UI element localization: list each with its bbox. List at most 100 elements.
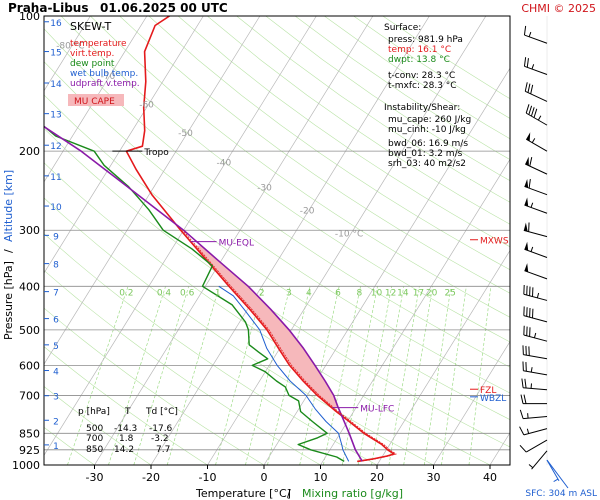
temperature-tick-label: 30 [427,471,441,484]
isotherm-label: -30 [257,184,272,194]
temperature-tick-label: 10 [314,471,328,484]
altitude-tick-label: 3 [53,393,59,403]
dry-adiabat [90,16,510,318]
table-cell: 850 [86,445,103,455]
temperature-tick-label: 40 [483,471,497,484]
wind-barb-half-feather [537,115,542,121]
wind-barb-staff [523,416,548,420]
wind-barb-feather [533,108,538,118]
wind-barb-staff [523,315,548,323]
wind-barb-staff [525,90,548,102]
mixing-ratio-label: 25 [444,288,455,298]
instability-title: Instability/Shear: [384,103,460,113]
wind-barb-feather [519,409,524,419]
mu-cinh-value: mu_cinh: -10 J/kg [388,125,466,135]
mu-cape-value: mu_cape: 260 J/kg [388,115,471,125]
mixing-ratio-label: 0.4 [157,288,172,298]
wind-barb-staff [524,65,548,75]
wind-barb-half-feather [530,246,534,252]
wind-barb-feather [528,105,533,115]
isotherm-label: -40 [216,158,231,168]
legend-temperature: temperature [70,39,127,49]
surface-t-conv: t-conv: 28.3 °C [388,71,455,81]
x-axis-separator: / [287,487,291,500]
wind-barb-feather [530,107,535,117]
pressure-tick-label: 400 [19,280,40,293]
table-cell: -17.6 [149,424,173,434]
wind-barb-staff [523,387,548,391]
mixing-ratio-line [441,286,467,465]
dry-adiabat [177,16,510,248]
y-axis-separator: / [2,249,15,253]
wind-barb-feather [524,82,528,92]
table-cell: -3.2 [151,434,169,444]
wind-barb-feather [530,84,534,94]
surface-dewpoint: dwpt: 13.8 °C [388,55,450,65]
altitude-tick-label: 1 [53,442,59,452]
isotherm-line [547,16,600,465]
isotherm-line [207,16,487,465]
mixing-ratio-line [423,286,452,465]
legend-title: SKEW-T [70,20,112,33]
dry-adiabat [44,28,510,368]
mixing-ratio-label: 12 [385,288,396,298]
wind-barbs [519,16,569,489]
surface-temperature: temp: 16.1 °C [388,45,451,55]
wind-barb-staff [525,163,548,175]
mixing-ratio-label: 1 [215,288,221,298]
dry-adiabat [207,16,510,225]
series-layer [44,16,397,463]
table-header-td: Td [°C] [145,407,178,417]
legend-updraft-vtemp: udpraft v.temp. [70,79,140,89]
isotherm-label: -20 [300,206,315,216]
isotherm-line [44,16,148,183]
isotherm-line [44,16,204,274]
mixing-ratio-label: 17 [413,288,424,298]
grid-layer [44,16,600,465]
wind-barb-staff [524,34,548,44]
virtual-temp-line [182,229,397,462]
wind-barb-staff [523,293,548,301]
temperature-tick-label: -30 [86,471,104,484]
mu-eql-label: MU-EQL [219,239,254,249]
surface-wind-line [546,459,569,489]
dry-adiabat [236,16,510,203]
mu-cape-swatch [68,94,124,106]
mixing-ratio-line [403,286,433,465]
wind-barb-staff [531,450,548,470]
wind-barb-staff [523,354,548,360]
pressure-tick-label: 600 [19,359,40,372]
altitude-tick-label: 5 [53,342,59,352]
station-title: Praha-Libus [8,1,88,15]
level-table: p [hPa] T Td [°C] 500 -14.3 -17.6 700 1.… [78,407,178,455]
temperature-tick-label: 0 [261,471,268,484]
wind-barb-feather [523,25,527,36]
altitude-tick-label: 16 [50,19,62,29]
wind-barb-flag [524,178,529,188]
table-header-p: p [hPa] [78,407,110,417]
mixing-ratio-line [166,286,220,465]
temperature-tick-label: 20 [370,471,384,484]
wind-barb-half-feather [530,367,533,373]
wind-barb-staff [524,270,548,280]
srh-03-value: srh_03: 40 m2/s2 [388,159,466,169]
pressure-tick-label: 925 [19,444,40,457]
altitude-tick-label: 6 [53,316,59,326]
wind-barb-staff [523,428,548,436]
isotherm-line [94,16,374,465]
surface-pressure: press: 981.9 hPa [388,35,463,45]
mixing-ratio-label: 0.2 [119,288,133,298]
wind-barb-staff [525,439,548,453]
mixing-ratio-label: 6 [335,288,341,298]
wind-barb-staff [525,138,548,152]
wind-barb-feather [524,378,527,389]
wind-barb-feather [525,104,530,114]
pressure-tick-label: 500 [19,324,40,337]
axis-layer: -80 °C -70 -60 -50 -40 -30 -20 -10 °C 0.2 0.4 0.6 1… [12,10,511,484]
legend-wet-bulb: wet bulb temp. [70,69,138,79]
mixing-ratio-line [323,286,361,465]
wind-barb-staff [524,185,548,196]
credit-text: CHMI © 2025 [521,2,596,15]
isotherm-line [263,67,510,465]
